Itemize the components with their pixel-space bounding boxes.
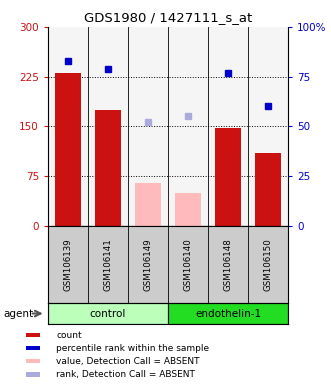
Text: GSM106149: GSM106149 [143, 238, 153, 291]
Bar [26, 372, 40, 377]
Text: control: control [90, 308, 126, 319]
Bar [135, 183, 161, 226]
Text: count: count [56, 331, 82, 340]
Bar [26, 346, 40, 350]
Title: GDS1980 / 1427111_s_at: GDS1980 / 1427111_s_at [84, 11, 252, 24]
Text: GSM106140: GSM106140 [183, 238, 193, 291]
Text: rank, Detection Call = ABSENT: rank, Detection Call = ABSENT [56, 370, 195, 379]
Bar [215, 127, 241, 226]
Bar [26, 333, 40, 337]
Text: value, Detection Call = ABSENT: value, Detection Call = ABSENT [56, 357, 200, 366]
Bar [95, 110, 121, 226]
Text: GSM106139: GSM106139 [64, 238, 72, 291]
Text: GSM106150: GSM106150 [263, 238, 272, 291]
Text: percentile rank within the sample: percentile rank within the sample [56, 344, 210, 353]
Text: agent: agent [3, 308, 33, 319]
Text: endothelin-1: endothelin-1 [195, 308, 261, 319]
Text: GSM106141: GSM106141 [104, 238, 113, 291]
Bar [48, 303, 168, 324]
Text: GSM106148: GSM106148 [223, 238, 232, 291]
Bar [255, 153, 281, 226]
Bar [168, 303, 288, 324]
Bar [26, 359, 40, 364]
Bar [175, 193, 201, 226]
Bar [55, 73, 81, 226]
